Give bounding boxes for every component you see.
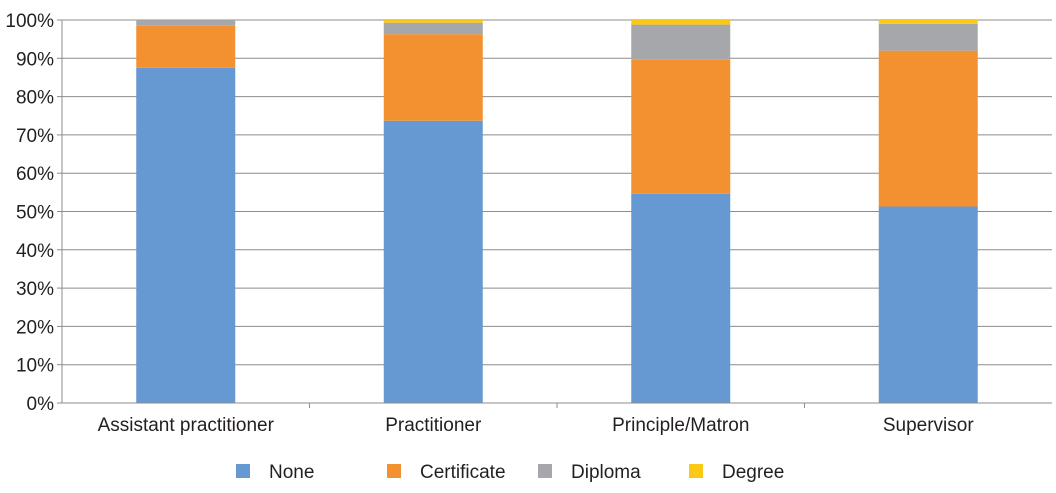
bars bbox=[136, 20, 978, 403]
x-category-label: Practitioner bbox=[385, 415, 482, 436]
legend-label: Degree bbox=[722, 462, 784, 483]
bar-segment-diploma bbox=[136, 20, 236, 26]
bar-segment-degree bbox=[383, 20, 483, 23]
bar-segment-diploma bbox=[383, 22, 483, 35]
y-tick-labels: 0% 10% 20% 30% 40% 50% 60% 70% 80% 90% 100% bbox=[5, 11, 54, 415]
bar-segment-certificate bbox=[878, 50, 978, 207]
y-tick-label: 0% bbox=[27, 394, 55, 415]
y-tick-label: 60% bbox=[16, 164, 54, 185]
y-tick-label: 100% bbox=[5, 11, 54, 32]
legend-label: Diploma bbox=[571, 462, 641, 483]
bar-segment-diploma bbox=[878, 23, 978, 51]
y-tick-label: 90% bbox=[16, 49, 54, 70]
axes bbox=[57, 19, 1052, 408]
legend-label: None bbox=[269, 462, 314, 483]
y-tick-label: 20% bbox=[16, 317, 54, 338]
bar-segment-diploma bbox=[631, 24, 731, 60]
bar-segment-certificate bbox=[631, 59, 731, 194]
legend-label: Certificate bbox=[420, 462, 506, 483]
y-tick-label: 40% bbox=[16, 241, 54, 262]
x-category-label: Supervisor bbox=[883, 415, 974, 436]
legend: None Certificate Diploma Degree bbox=[236, 462, 784, 483]
legend-swatch-certificate bbox=[387, 464, 401, 478]
bar-segment-none bbox=[631, 193, 731, 403]
x-category-label: Assistant practitioner bbox=[98, 415, 275, 436]
bar-segment-certificate bbox=[136, 25, 236, 68]
legend-swatch-degree bbox=[689, 464, 703, 478]
bar-segment-none bbox=[136, 67, 236, 403]
legend-swatch-diploma bbox=[538, 464, 552, 478]
bar-segment-certificate bbox=[383, 34, 483, 121]
x-category-labels: Assistant practitioner Practitioner Princi… bbox=[98, 415, 975, 436]
bar-segment-degree bbox=[878, 20, 978, 24]
y-tick-label: 70% bbox=[16, 126, 54, 147]
bar-segment-none bbox=[383, 120, 483, 403]
legend-swatch-none bbox=[236, 464, 250, 478]
bar-segment-degree bbox=[631, 20, 731, 25]
x-category-label: Principle/Matron bbox=[612, 415, 749, 436]
bar-segment-none bbox=[878, 206, 978, 403]
y-tick-label: 30% bbox=[16, 279, 54, 300]
y-tick-label: 80% bbox=[16, 88, 54, 109]
y-tick-label: 50% bbox=[16, 203, 54, 224]
y-tick-label: 10% bbox=[16, 356, 54, 377]
